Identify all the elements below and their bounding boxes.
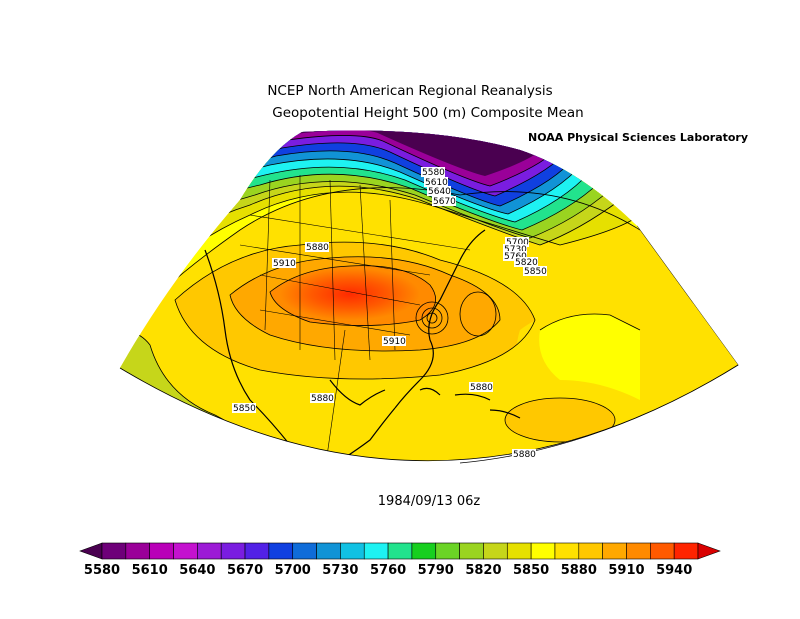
- date-label: 1984/09/13 06z: [378, 494, 481, 509]
- colorbar-swatch: [435, 542, 460, 560]
- contour-label: 5700: [505, 237, 529, 248]
- colorbar-swatch: [411, 542, 437, 560]
- colorbar-swatch: [530, 542, 556, 560]
- svg-text:5910: 5910: [273, 259, 296, 269]
- colorbar-tick-label: 5940: [656, 563, 692, 578]
- colorbar: 5580 5610 5640 5670 5700 5730 5760 5790 5820 5850…: [79, 542, 721, 578]
- colorbar-swatch: [101, 542, 127, 560]
- svg-text:5580: 5580: [422, 168, 445, 178]
- colorbar-swatch: [387, 542, 413, 560]
- colorbar-swatch: [626, 542, 651, 560]
- colorbar-swatch: [554, 542, 580, 560]
- colorbar-tick-label: 5850: [513, 563, 549, 578]
- colorbar-tick-label: 5730: [322, 563, 358, 578]
- contour-label: 5880: [310, 393, 334, 404]
- colorbar-swatch: [268, 542, 294, 560]
- colorbar-swatch: [149, 542, 174, 560]
- colorbar-tick-label: 5670: [227, 563, 263, 578]
- svg-text:5880: 5880: [306, 243, 329, 253]
- colorbar-tick-label: 5760: [370, 563, 406, 578]
- colorbar-swatch: [220, 542, 246, 560]
- colorbar-tick-label: 5910: [608, 563, 644, 578]
- contour-label: 5880: [305, 242, 329, 253]
- svg-text:5850: 5850: [233, 404, 256, 414]
- colorbar-tick-label: 5580: [84, 563, 120, 578]
- svg-text:5700: 5700: [506, 238, 529, 248]
- contour-label: 5850: [523, 266, 547, 277]
- contour-label: 5910: [272, 258, 296, 269]
- colorbar-arrow-low: [79, 542, 103, 560]
- colorbar-swatch: [673, 542, 699, 560]
- colorbar-tick-label: 5640: [179, 563, 215, 578]
- colorbar-swatch: [316, 542, 341, 560]
- contour-label: 5580: [421, 167, 445, 178]
- colorbar-swatch: [363, 542, 389, 560]
- contour-label: 5820: [514, 257, 538, 268]
- map-border: [119, 364, 739, 462]
- colorbar-tick-label: 5610: [132, 563, 168, 578]
- colorbar-tick-label: 5700: [275, 563, 311, 578]
- noaa-credit: NOAA Physical Sciences Laboratory: [528, 131, 748, 144]
- caribbean-orange: [505, 398, 615, 442]
- contour-label: 5730: [503, 244, 527, 255]
- chart-subtitle: Geopotential Height 500 (m) Composite Me…: [272, 105, 583, 121]
- contour-label-group: 5580 5610 5640 5670 5700 5730 5760 5820 …: [232, 167, 547, 460]
- colorbar-swatch: [173, 542, 198, 560]
- svg-text:5910: 5910: [383, 337, 406, 347]
- map-panel: 5580 5610 5640 5670 5700 5730 5760 5820 …: [119, 130, 739, 464]
- colorbar-swatch: [578, 542, 603, 560]
- colorbar-tick-label: 5820: [465, 563, 501, 578]
- colorbar-swatch: [459, 542, 484, 560]
- svg-text:5640: 5640: [428, 187, 451, 197]
- svg-text:5670: 5670: [433, 197, 456, 207]
- svg-text:5880: 5880: [311, 394, 334, 404]
- svg-text:5850: 5850: [524, 267, 547, 277]
- colorbar-tick-label: 5880: [561, 563, 597, 578]
- colorbar-swatch: [602, 542, 627, 560]
- contour-label: 5910: [382, 336, 406, 347]
- heat-core: [280, 268, 420, 320]
- colorbar-swatch: [506, 542, 532, 560]
- chart-title: NCEP North American Regional Reanalysis: [267, 83, 552, 99]
- svg-text:5880: 5880: [470, 383, 493, 393]
- political-boundaries: [239, 175, 471, 461]
- colorbar-swatch: [340, 542, 365, 560]
- contour-label: 5850: [232, 403, 256, 414]
- colorbar-swatch: [483, 542, 508, 560]
- colorbar-swatch: [125, 542, 150, 560]
- contour-label: 5640: [427, 186, 451, 197]
- svg-text:5820: 5820: [515, 258, 538, 268]
- contour-label: 5670: [432, 196, 456, 207]
- contour-label: 5880: [469, 382, 493, 393]
- colorbar-swatch: [244, 542, 270, 560]
- svg-text:5880: 5880: [513, 450, 536, 460]
- colorbar-arrow-high: [697, 542, 721, 560]
- colorbar-swatch: [292, 542, 317, 560]
- colorbar-swatch: [650, 542, 675, 560]
- colorbar-swatch: [197, 542, 222, 560]
- contour-label: 5610: [424, 177, 448, 188]
- contour-label: 5880: [512, 449, 536, 460]
- svg-text:5610: 5610: [425, 178, 448, 188]
- colorbar-tick-label: 5790: [418, 563, 454, 578]
- atlantic-yellow: [539, 314, 640, 400]
- svg-text:5730: 5730: [504, 245, 527, 255]
